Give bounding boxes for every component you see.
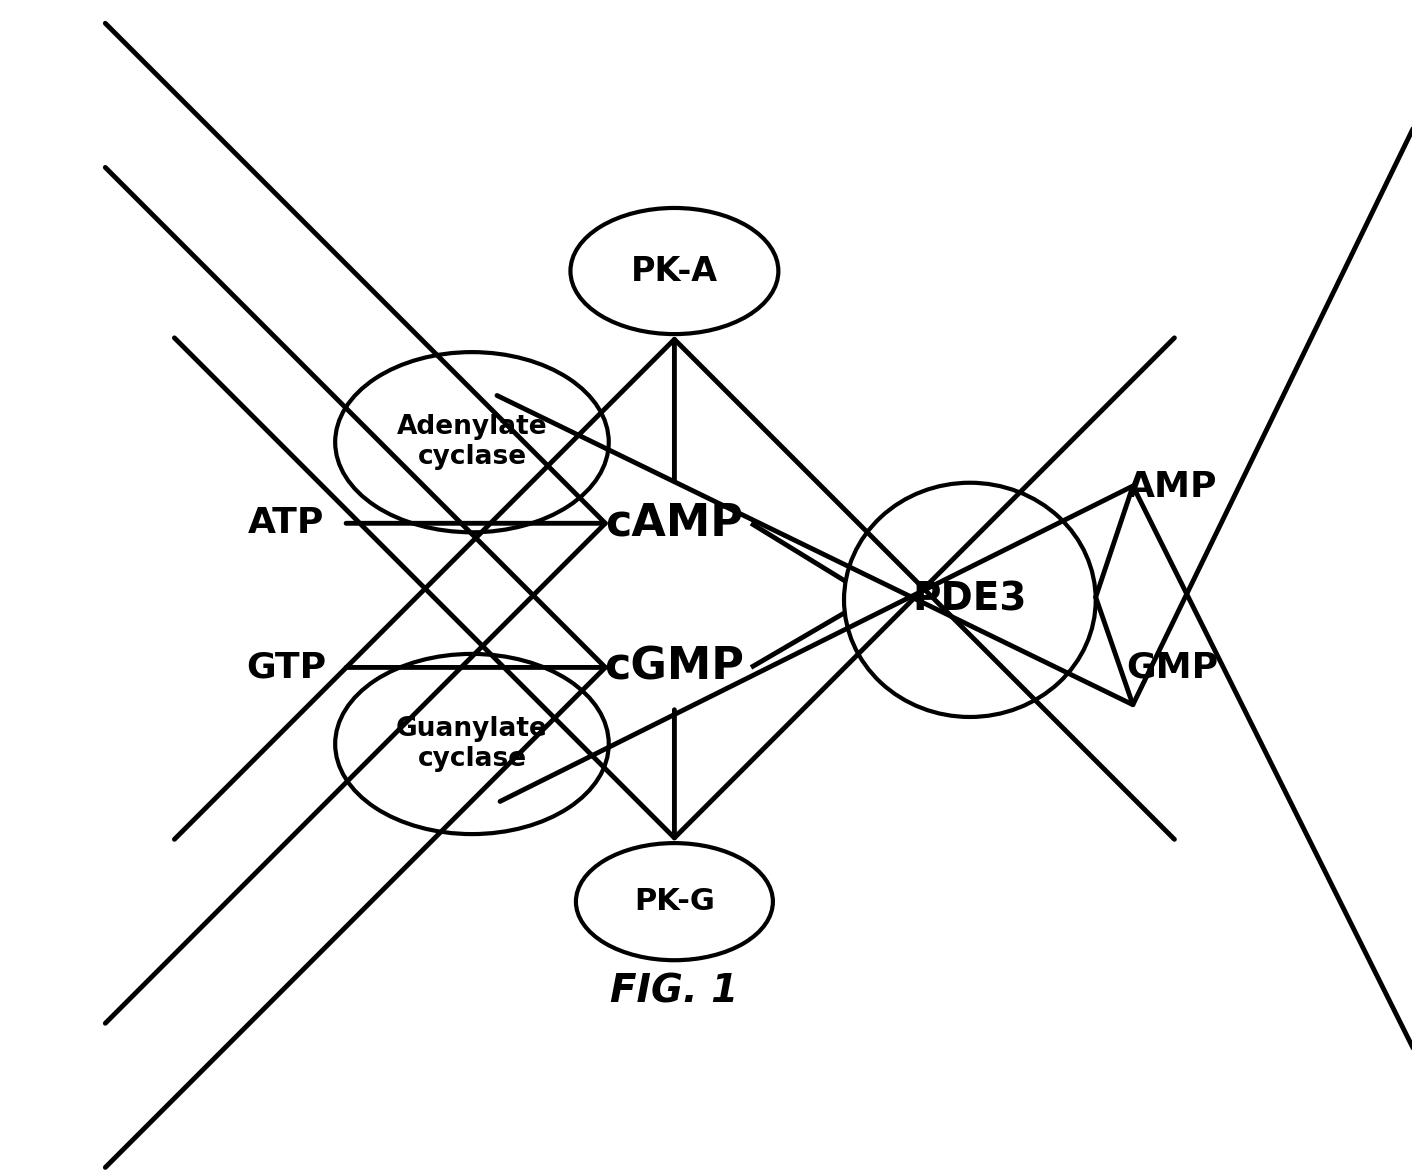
Ellipse shape [335, 352, 609, 532]
Text: PK-G: PK-G [634, 887, 714, 916]
Text: Adenylate
cyclase: Adenylate cyclase [397, 414, 548, 470]
Text: ATP: ATP [247, 507, 325, 541]
Text: cAMP: cAMP [606, 502, 743, 545]
Text: PK-A: PK-A [631, 255, 717, 288]
Text: cGMP: cGMP [604, 646, 744, 689]
Text: GTP: GTP [246, 651, 326, 684]
Text: PDE3: PDE3 [912, 580, 1027, 619]
Text: FIG. 1: FIG. 1 [610, 972, 738, 1011]
Ellipse shape [570, 208, 778, 335]
Ellipse shape [576, 844, 772, 961]
Ellipse shape [844, 483, 1096, 717]
Text: Guanylate
cyclase: Guanylate cyclase [395, 716, 548, 772]
Ellipse shape [335, 654, 609, 834]
Text: AMP: AMP [1127, 470, 1217, 504]
Text: GMP: GMP [1127, 651, 1219, 684]
